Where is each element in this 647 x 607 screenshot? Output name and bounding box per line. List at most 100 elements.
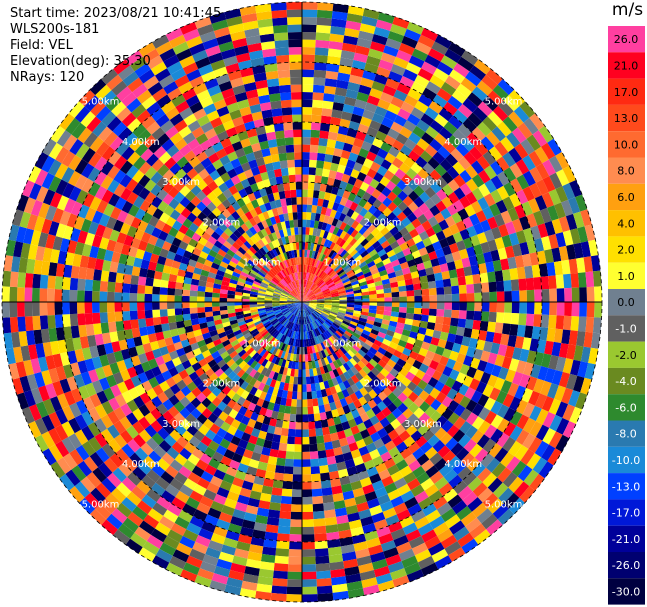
range-gate bbox=[122, 311, 131, 321]
range-gate bbox=[311, 360, 317, 369]
range-gate bbox=[26, 373, 39, 391]
range-gate bbox=[291, 307, 297, 314]
range-gate bbox=[404, 94, 419, 108]
range-gate bbox=[186, 424, 199, 437]
range-gate bbox=[30, 230, 42, 246]
range-gate bbox=[292, 273, 297, 281]
range-gate bbox=[260, 40, 276, 51]
range-gate bbox=[55, 146, 70, 164]
range-gate bbox=[370, 328, 380, 336]
range-gate bbox=[327, 394, 335, 404]
range-gate bbox=[277, 263, 284, 271]
range-gate bbox=[295, 308, 300, 317]
range-gate bbox=[257, 164, 268, 174]
range-gate bbox=[482, 116, 498, 132]
range-gate bbox=[528, 198, 541, 214]
range-gate bbox=[316, 305, 324, 309]
range-gate bbox=[111, 340, 121, 353]
range-gate bbox=[203, 336, 213, 345]
range-gate bbox=[168, 174, 181, 187]
range-gate bbox=[152, 286, 161, 295]
range-gate bbox=[264, 393, 272, 402]
range-gate bbox=[367, 370, 377, 381]
range-gate bbox=[465, 191, 478, 205]
range-gate bbox=[361, 308, 370, 313]
range-gate bbox=[459, 302, 467, 311]
range-gate bbox=[303, 272, 306, 280]
range-gate bbox=[248, 50, 264, 60]
range-gate bbox=[268, 224, 276, 234]
range-gate bbox=[228, 459, 241, 471]
range-gate bbox=[371, 354, 381, 364]
range-gate bbox=[240, 415, 251, 426]
range-gate bbox=[594, 302, 602, 318]
range-gate bbox=[315, 259, 321, 268]
range-gate bbox=[179, 196, 191, 208]
range-gate bbox=[289, 306, 297, 312]
range-gate bbox=[142, 134, 157, 149]
range-gate bbox=[185, 365, 196, 376]
range-gate bbox=[41, 369, 53, 386]
range-gate bbox=[540, 380, 552, 397]
range-gate bbox=[457, 123, 472, 138]
range-gate bbox=[447, 95, 463, 110]
range-gate bbox=[270, 410, 279, 420]
range-gate bbox=[132, 169, 145, 183]
range-gate bbox=[212, 306, 220, 312]
range-gate bbox=[161, 452, 175, 466]
range-gate bbox=[185, 179, 197, 191]
range-gate bbox=[221, 88, 235, 99]
range-gate bbox=[264, 333, 272, 342]
range-gate bbox=[339, 305, 347, 310]
range-gate bbox=[537, 366, 549, 381]
range-gate bbox=[322, 323, 329, 330]
range-gate bbox=[259, 348, 267, 357]
range-gate bbox=[161, 370, 173, 381]
range-gate bbox=[281, 107, 293, 116]
range-gate bbox=[267, 386, 275, 395]
range-gate bbox=[378, 469, 391, 481]
range-gate bbox=[174, 516, 190, 530]
range-gate bbox=[273, 472, 284, 482]
range-gate bbox=[377, 331, 387, 339]
range-gate bbox=[341, 388, 350, 398]
range-gate bbox=[304, 309, 308, 317]
range-gate bbox=[144, 309, 153, 319]
range-gate bbox=[221, 208, 232, 219]
range-gate bbox=[397, 201, 408, 212]
range-gate bbox=[189, 307, 198, 314]
range-gate bbox=[190, 284, 199, 292]
range-gate bbox=[346, 368, 355, 378]
range-gate bbox=[271, 108, 283, 117]
range-gate bbox=[362, 109, 375, 120]
range-gate bbox=[297, 212, 302, 220]
range-gate bbox=[242, 449, 254, 459]
range-gate bbox=[361, 294, 370, 299]
range-gate bbox=[514, 143, 529, 160]
range-gate bbox=[63, 390, 76, 406]
range-gate bbox=[302, 391, 308, 400]
range-gate bbox=[28, 183, 42, 200]
range-gate bbox=[176, 320, 185, 329]
range-gate bbox=[311, 322, 316, 330]
range-gate bbox=[137, 302, 145, 311]
colorbar-bin bbox=[608, 473, 645, 500]
range-gate bbox=[89, 196, 102, 211]
range-gate bbox=[142, 251, 153, 262]
range-gate bbox=[362, 191, 372, 202]
range-gate bbox=[303, 287, 307, 295]
range-gate bbox=[353, 307, 362, 312]
range-gate bbox=[362, 70, 377, 81]
range-gate bbox=[376, 309, 385, 315]
range-gate bbox=[302, 299, 310, 302]
range-gate bbox=[160, 490, 176, 504]
range-gate bbox=[446, 203, 458, 216]
range-gate bbox=[234, 445, 246, 457]
range-gate bbox=[380, 368, 390, 378]
range-gate bbox=[285, 320, 291, 328]
range-gate bbox=[272, 305, 280, 309]
range-gate bbox=[248, 272, 257, 279]
range-gate bbox=[393, 231, 403, 241]
range-gate bbox=[307, 398, 313, 407]
range-gate bbox=[252, 283, 260, 289]
